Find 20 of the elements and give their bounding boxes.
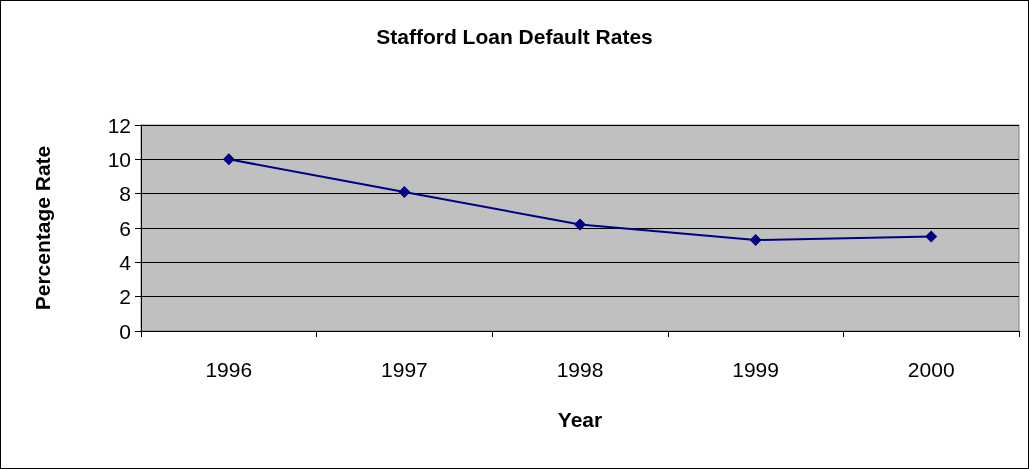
x-tick-label: 2000 (907, 358, 955, 381)
chart-title: Stafford Loan Default Rates (376, 25, 653, 48)
point (925, 230, 938, 243)
y-tick-label: 0 (119, 319, 131, 343)
x-axis-title: Year (557, 408, 603, 431)
y-tick-label: 2 (119, 285, 131, 309)
point (398, 185, 411, 198)
y-tick-label: 12 (107, 113, 131, 137)
y-tick-label: 8 (119, 182, 131, 206)
point (574, 218, 586, 231)
y-tick-label: 10 (107, 147, 131, 171)
x-tick-label: 1998 (556, 358, 604, 381)
y-axis-title: Percentage Rate (31, 145, 54, 311)
y-tick-label: 6 (119, 216, 131, 240)
point (749, 234, 762, 247)
point (222, 153, 235, 166)
y-tick-label: 4 (119, 250, 132, 274)
x-tick-label: 1996 (205, 358, 253, 381)
x-tick-label: 1997 (381, 358, 428, 381)
x-tick-label: 1999 (732, 358, 779, 381)
